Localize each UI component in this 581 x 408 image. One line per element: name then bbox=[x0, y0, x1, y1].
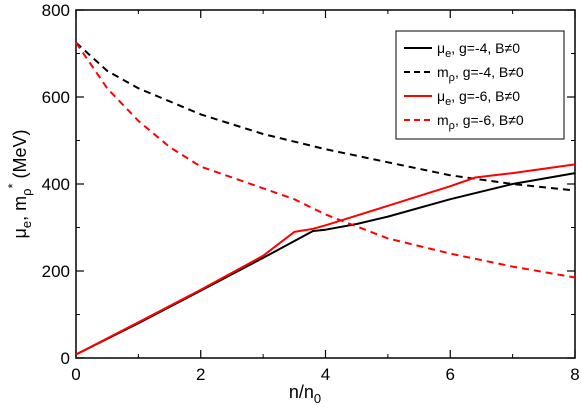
series-line-2 bbox=[75, 41, 576, 192]
y-tick-label: 400 bbox=[42, 175, 70, 194]
series-line-3 bbox=[75, 163, 576, 356]
x-tick-label: 8 bbox=[570, 365, 579, 384]
legend-label-3: μe, g=-6, B≠0 bbox=[437, 88, 520, 108]
svg-text:μe, mρ* (MeV): μe, mρ* (MeV) bbox=[5, 129, 34, 238]
y-tick-label: 800 bbox=[42, 1, 70, 20]
x-tick-label: 2 bbox=[196, 365, 205, 384]
x-axis-label: n/n0 bbox=[289, 382, 321, 406]
legend-label-2: mρ, g=-4, B≠0 bbox=[437, 64, 524, 84]
y-tick-label: 0 bbox=[61, 349, 70, 368]
x-tick-label: 0 bbox=[71, 365, 80, 384]
y-tick-label: 600 bbox=[42, 88, 70, 107]
legend-label-1: μe, g=-4, B≠0 bbox=[437, 40, 520, 60]
x-tick-label: 6 bbox=[446, 365, 455, 384]
legend: μe, g=-4, B≠0 mρ, g=-4, B≠0 μe, g=-6, B≠0 m… bbox=[395, 30, 565, 140]
y-tick-label: 200 bbox=[42, 262, 70, 281]
axis-ticks: 0 2 4 6 8 0 200 400 600 800 bbox=[42, 1, 580, 384]
legend-label-4: mρ, g=-6, B≠0 bbox=[437, 112, 524, 132]
y-axis-label: μe, mρ* (MeV) bbox=[5, 129, 34, 238]
x-tick-label: 4 bbox=[321, 365, 330, 384]
series-lines bbox=[75, 41, 576, 356]
